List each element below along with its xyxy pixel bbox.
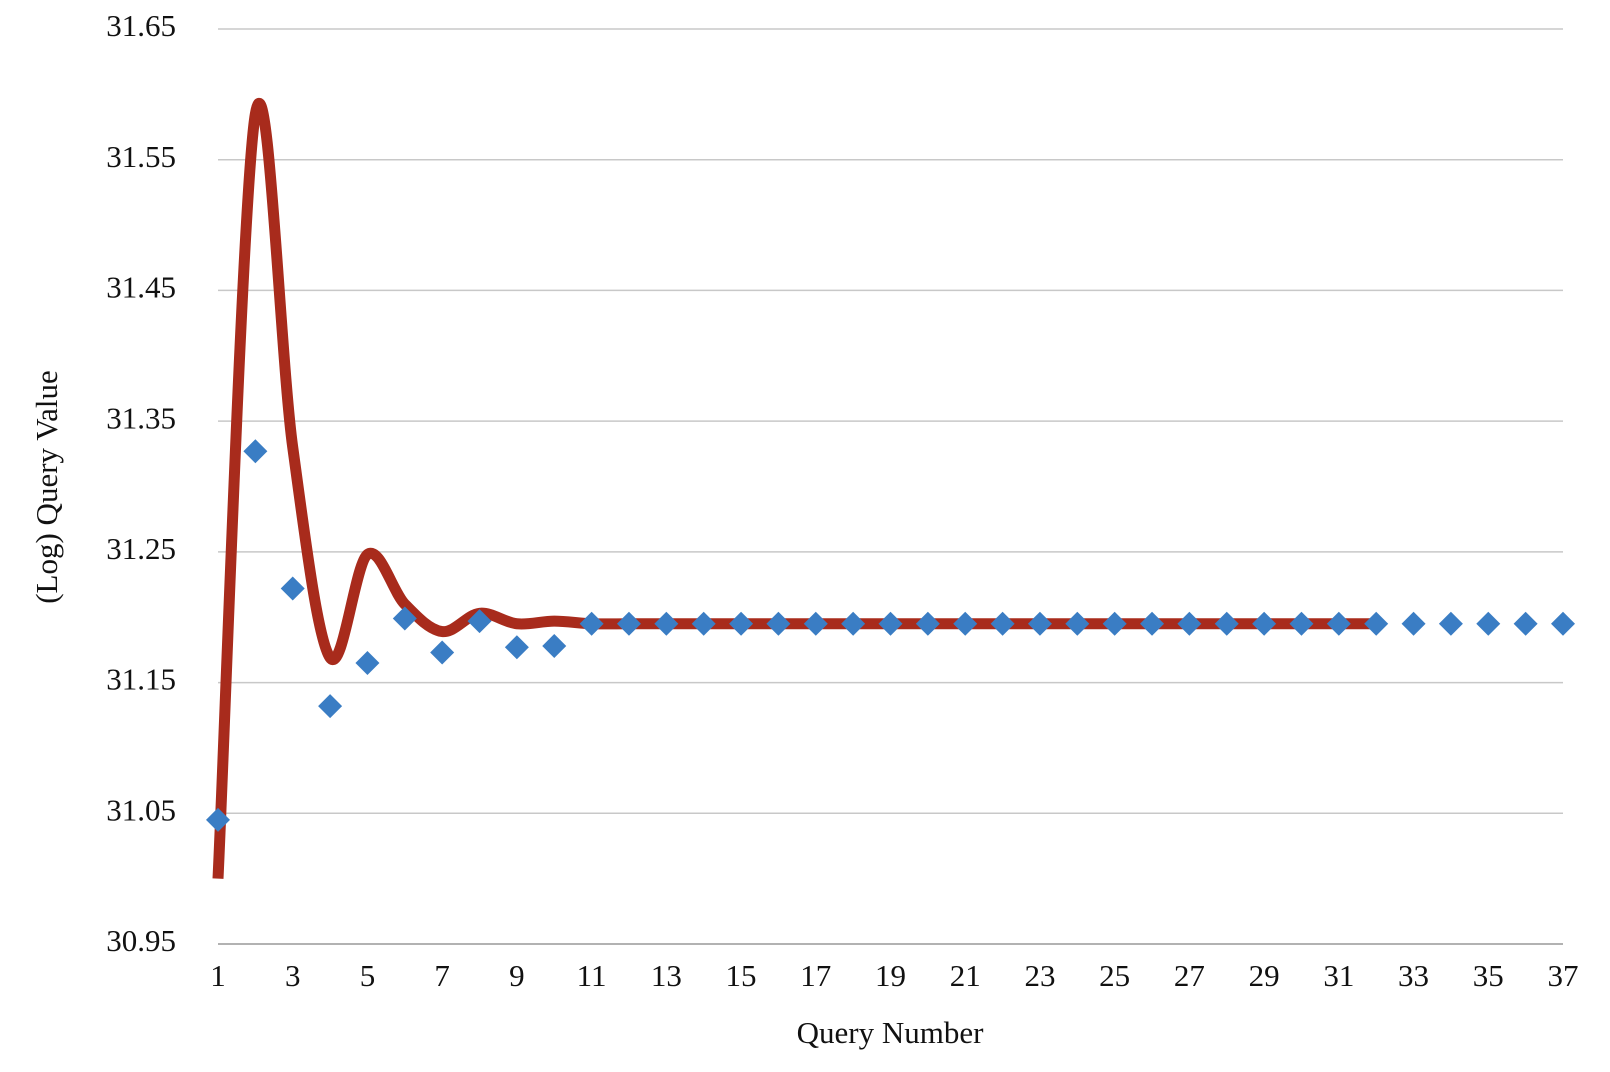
data-point xyxy=(1065,611,1090,636)
data-point xyxy=(878,611,903,636)
x-tick-label: 25 xyxy=(1099,958,1130,993)
x-tick-label: 7 xyxy=(434,958,450,993)
y-tick-label: 31.65 xyxy=(106,8,176,43)
y-tick-label: 31.15 xyxy=(106,662,176,697)
x-tick-label: 3 xyxy=(285,958,301,993)
data-point xyxy=(1140,611,1165,636)
x-tick-label: 31 xyxy=(1323,958,1354,993)
x-tick-label: 13 xyxy=(651,958,682,993)
y-tick-label: 31.55 xyxy=(106,139,176,174)
x-tick-label: 33 xyxy=(1398,958,1429,993)
x-axis-title: Query Number xyxy=(797,1015,984,1050)
data-point xyxy=(243,439,268,464)
data-point xyxy=(1364,611,1389,636)
data-point xyxy=(1476,611,1501,636)
x-tick-label: 17 xyxy=(800,958,831,993)
data-point xyxy=(990,611,1015,636)
data-point xyxy=(280,576,305,601)
data-point xyxy=(1102,611,1127,636)
data-point xyxy=(1551,611,1575,636)
y-tick-label: 31.05 xyxy=(106,792,176,827)
x-tick-label: 35 xyxy=(1473,958,1504,993)
y-axis-title: (Log) Query Value xyxy=(29,370,64,604)
data-point xyxy=(1214,611,1239,636)
x-tick-label: 9 xyxy=(509,958,525,993)
data-point xyxy=(841,611,866,636)
data-point xyxy=(1252,611,1277,636)
data-point xyxy=(504,635,529,660)
x-tick-label: 27 xyxy=(1174,958,1205,993)
data-point xyxy=(766,611,791,636)
data-point xyxy=(729,611,754,636)
x-tick-label: 23 xyxy=(1024,958,1055,993)
x-tick-label: 21 xyxy=(950,958,981,993)
data-point xyxy=(1513,611,1538,636)
data-point xyxy=(1289,611,1314,636)
y-tick-label: 30.95 xyxy=(106,923,176,958)
data-point xyxy=(915,611,940,636)
x-tick-label: 19 xyxy=(875,958,906,993)
data-point xyxy=(1027,611,1052,636)
data-point xyxy=(206,807,230,832)
x-tick-label: 29 xyxy=(1249,958,1280,993)
x-tick-label: 37 xyxy=(1548,958,1579,993)
y-tick-label: 31.45 xyxy=(106,270,176,305)
x-tick-label: 11 xyxy=(577,958,607,993)
data-point xyxy=(1177,611,1202,636)
x-tick-label: 1 xyxy=(210,958,226,993)
x-tick-label: 5 xyxy=(360,958,376,993)
data-point xyxy=(1438,611,1463,636)
x-tick-label: 15 xyxy=(726,958,757,993)
data-point xyxy=(654,611,679,636)
data-point xyxy=(803,611,828,636)
data-point xyxy=(467,609,492,634)
data-point xyxy=(1401,611,1426,636)
data-point xyxy=(542,633,567,658)
data-point xyxy=(392,606,417,631)
series-line xyxy=(212,97,1377,879)
data-point xyxy=(355,650,380,675)
data-point xyxy=(616,611,641,636)
y-tick-label: 31.25 xyxy=(106,531,176,566)
data-point xyxy=(579,611,604,636)
data-point xyxy=(691,611,716,636)
data-point xyxy=(953,611,978,636)
y-tick-label: 31.35 xyxy=(106,400,176,435)
data-point xyxy=(430,640,455,665)
data-point xyxy=(1326,611,1351,636)
data-point xyxy=(318,694,343,719)
